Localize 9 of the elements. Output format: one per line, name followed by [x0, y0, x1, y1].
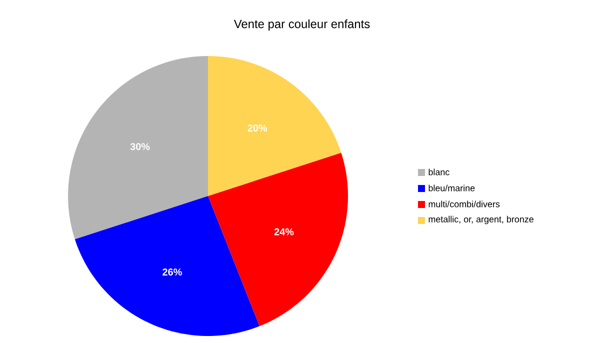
- data-label: 26%: [162, 268, 182, 276]
- data-label: 30%: [130, 143, 150, 150]
- legend-label: blanc: [428, 168, 450, 176]
- chart-title: Vente par couleur enfants: [234, 19, 370, 31]
- data-label: 24%: [274, 228, 294, 236]
- data-label: 20%: [248, 124, 268, 132]
- legend-label: multi/combi/divers: [428, 200, 500, 208]
- legend-label: metallic, or, argent, bronze: [428, 216, 534, 224]
- legend-label: bleu/marine: [428, 184, 475, 192]
